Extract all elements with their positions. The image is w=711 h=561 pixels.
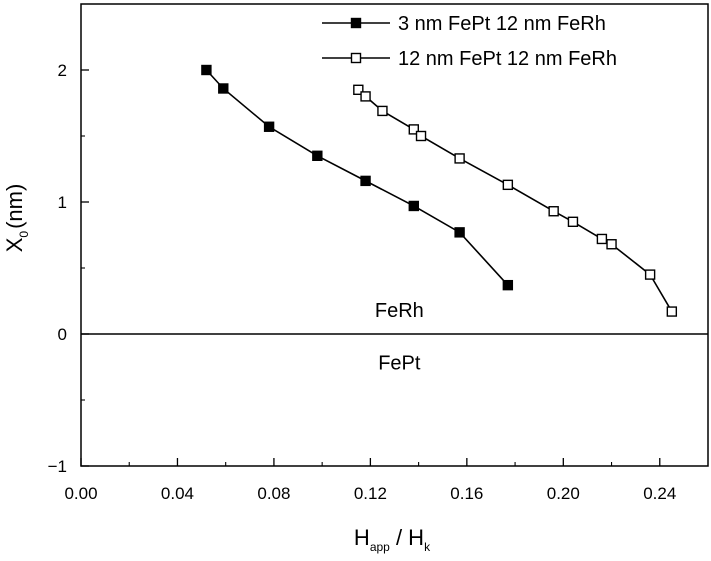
legend-marker [350,52,362,64]
region-label: FePt [378,353,421,375]
x-tick-label: 0.12 [354,484,387,503]
x-tick-label: 0.00 [64,484,97,503]
plot-axes [80,3,709,467]
data-point [415,130,427,142]
x-tick-label: 0.16 [450,484,483,503]
data-point [666,306,678,317]
x-tick-label: 0.08 [257,484,290,503]
plot-frame [80,3,709,467]
y-tick-label: 0 [58,325,67,344]
legend-label: 12 nm FePt 12 nm FeRh [398,48,617,70]
data-point [360,175,371,187]
data-point [502,179,514,191]
data-point [606,239,617,250]
data-point [644,269,656,280]
legend-entry: 3 nm FePt 12 nm FeRh [322,13,606,35]
axis-ticks: 0.00 0.04 0.08 0.12 0.16 0.20 0.24 −1 0 1 2 [48,61,677,503]
data-point [360,91,371,102]
data-point [408,200,419,212]
data-point [454,153,465,164]
data-point [218,83,229,94]
x-tick-label: 0.20 [547,484,580,503]
region-label: FeRh [375,300,424,322]
y-axis-title: X0(nm) [2,184,31,253]
series-2 [353,84,678,317]
data-point [377,105,388,117]
data-point [263,121,275,132]
legend-label: 3 nm FePt 12 nm FeRh [398,13,606,35]
legend-entry: 12 nm FePt 12 nm FeRh [322,48,617,70]
y-tick-label: 2 [58,61,67,80]
series-1 [201,64,514,291]
x-tick-label: 0.04 [161,484,194,503]
y-tick-label: 1 [58,193,67,212]
data-point [353,84,364,96]
x-tick-label: 0.24 [643,484,676,503]
data-point [201,64,212,76]
legend: 3 nm FePt 12 nm FeRh 12 nm FePt 12 nm FeR… [322,13,617,70]
data-point [312,150,323,162]
data-point [408,124,419,135]
series-layer [201,64,678,317]
data-point [548,206,559,217]
y-tick-label: −1 [48,457,67,476]
data-point [502,279,514,291]
annotations: FeRh FePt [375,300,424,375]
data-point [454,227,465,238]
series-line [205,69,509,286]
data-point [567,216,579,228]
x-axis-title: Happ / Hk [354,525,431,554]
legend-marker [350,17,362,29]
data-point [596,233,608,245]
